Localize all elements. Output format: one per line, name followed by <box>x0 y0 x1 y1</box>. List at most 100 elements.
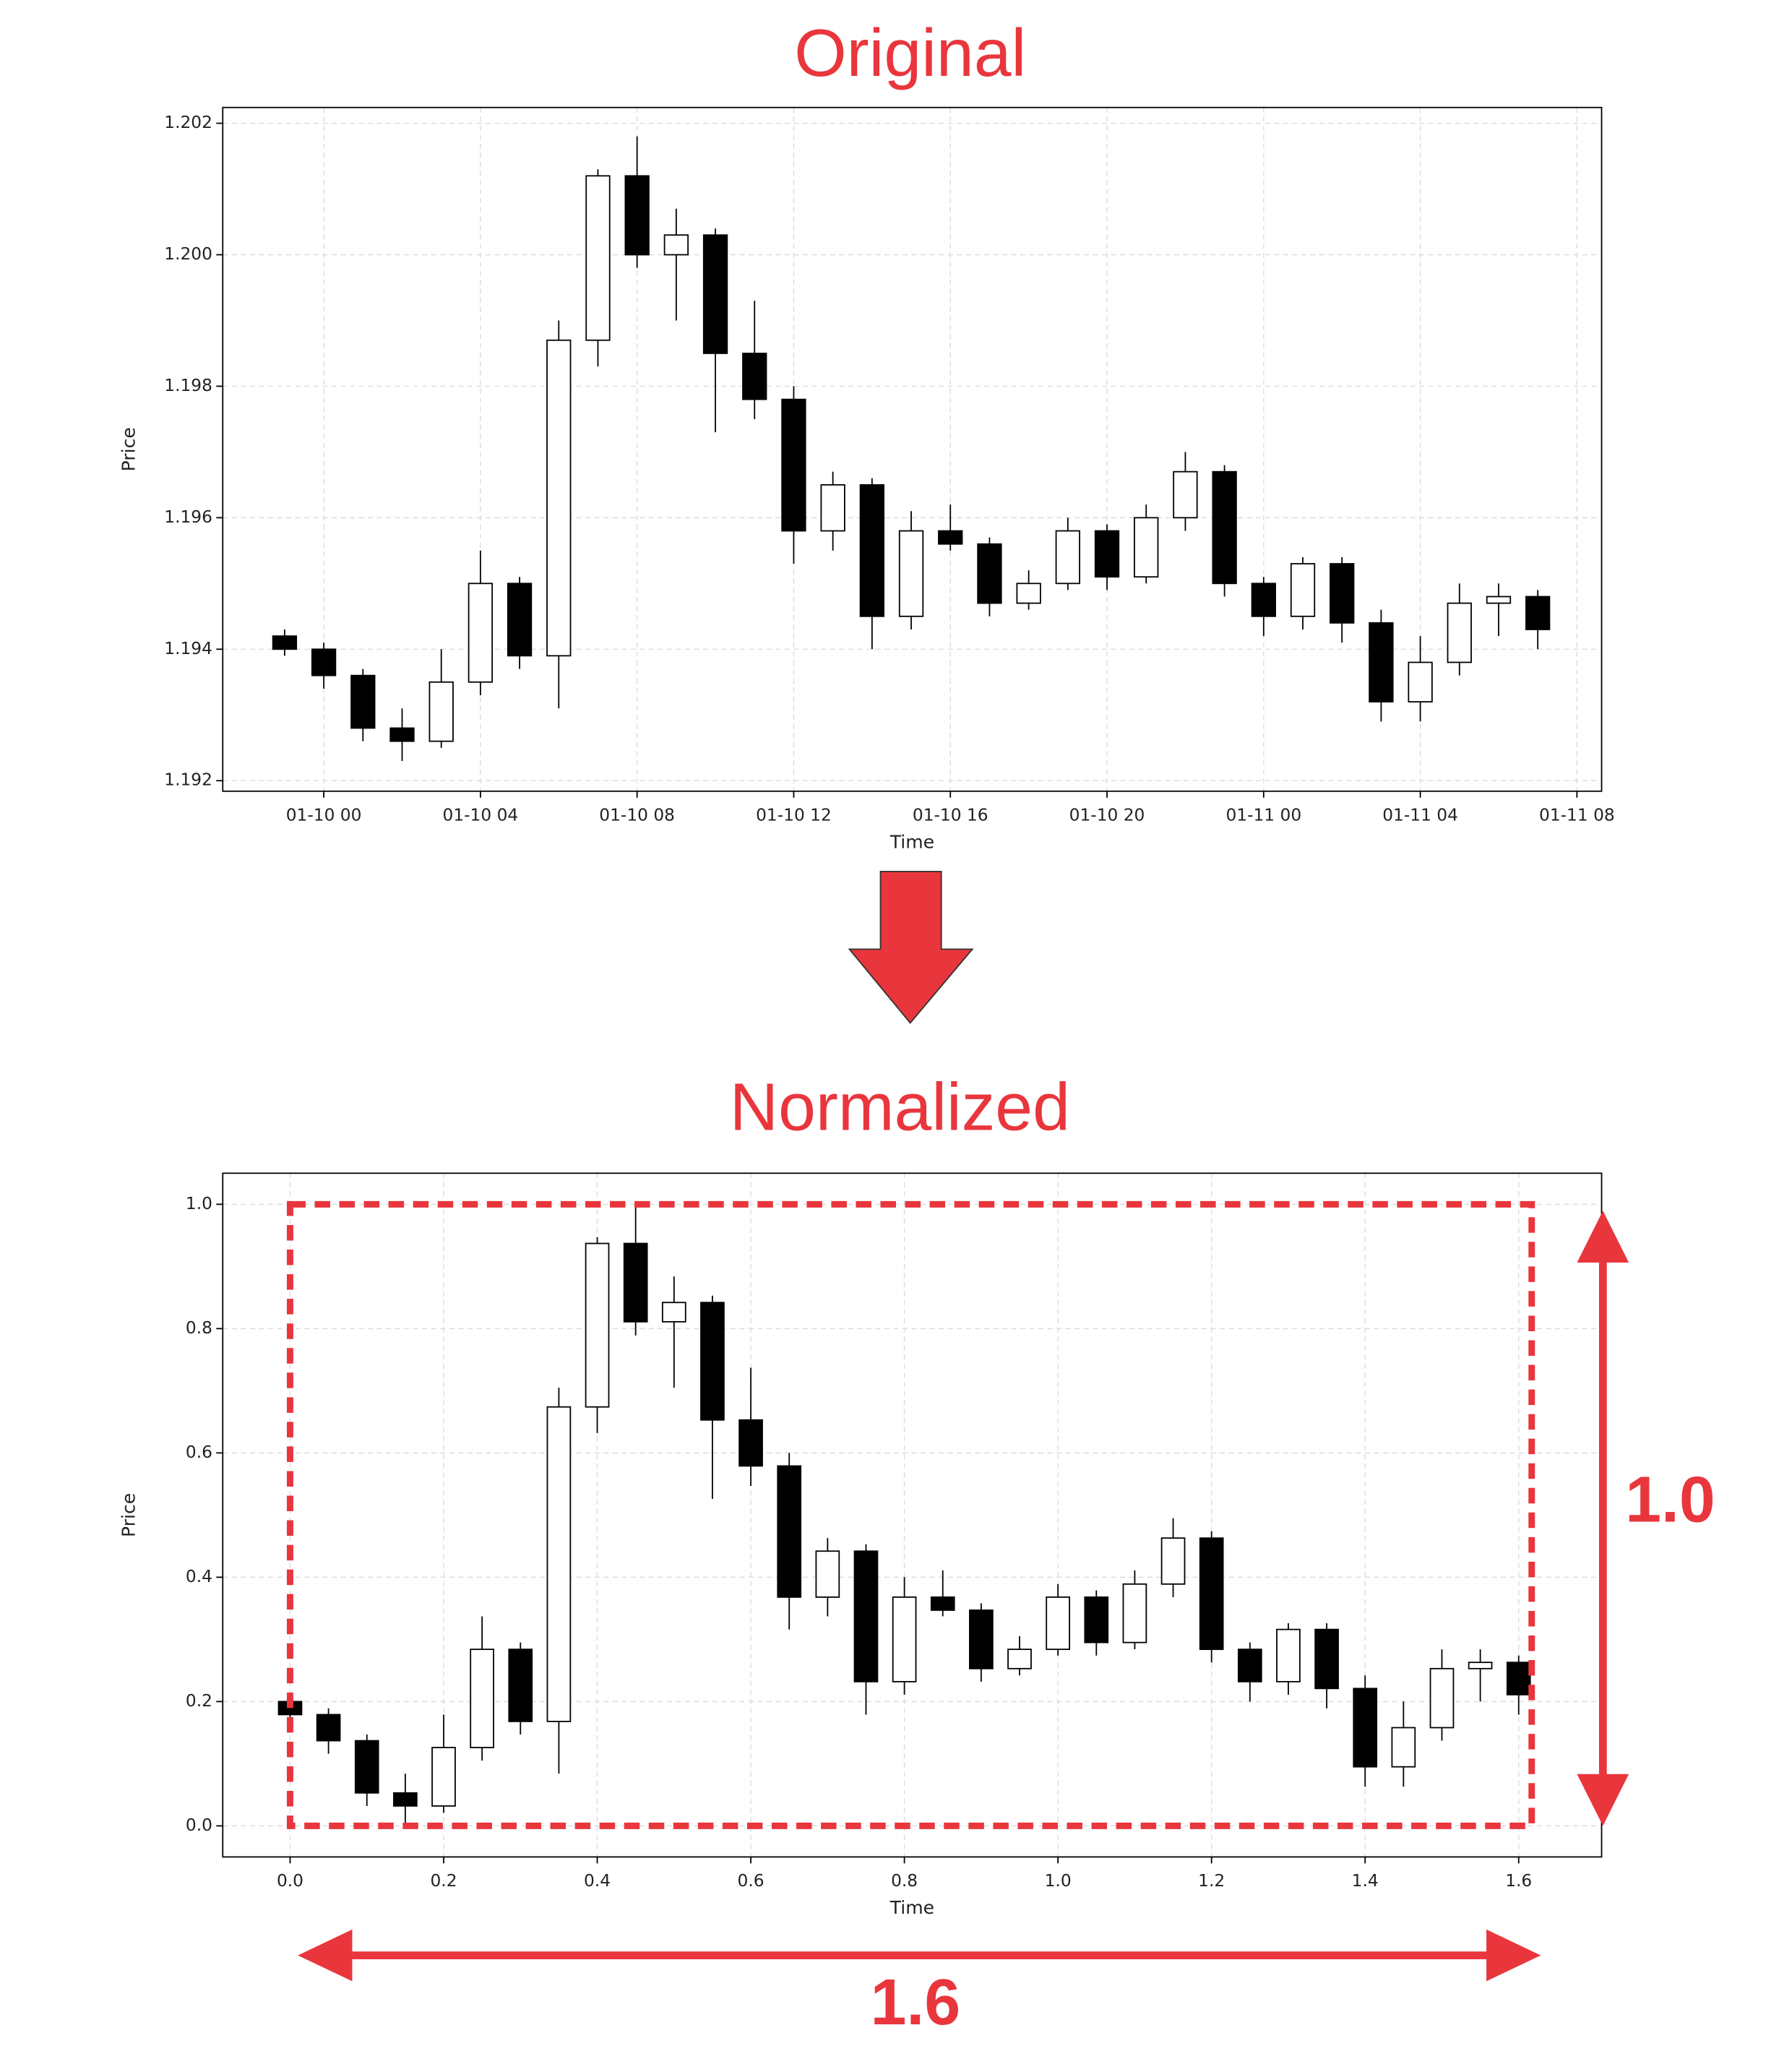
x-axis-label: Time <box>889 831 934 852</box>
x-tick-label: 1.4 <box>1352 1871 1379 1891</box>
candle-body <box>1408 661 1433 702</box>
y-axis-label: Price <box>118 1493 139 1537</box>
x-tick-label: 0.2 <box>430 1871 457 1891</box>
candle-body <box>1122 1583 1147 1643</box>
y-tick-label: 1.202 <box>164 113 212 132</box>
candle-body <box>508 1649 533 1722</box>
candle-body <box>1084 1596 1109 1643</box>
candle-body <box>1199 1537 1224 1651</box>
candle-body <box>1391 1727 1416 1768</box>
candle-body <box>1007 1649 1032 1669</box>
candle-body <box>316 1714 341 1742</box>
chart-title: Original <box>794 15 1026 90</box>
candle-body <box>1212 470 1237 585</box>
arrow-head <box>1577 1774 1629 1826</box>
candle-body <box>1353 1688 1378 1768</box>
x-tick-label: 01-11 04 <box>1382 805 1458 825</box>
candle-body <box>898 530 924 617</box>
candle-body <box>311 648 337 676</box>
y-axis-label: Price <box>118 427 139 471</box>
x-tick-label: 1.2 <box>1198 1871 1225 1891</box>
candle-body <box>1486 596 1512 604</box>
candle-body <box>1016 583 1041 604</box>
candle-body <box>1237 1649 1262 1682</box>
y-tick-label: 1.200 <box>164 244 212 264</box>
annotation: 1.0 <box>1625 1463 1715 1536</box>
candle-body <box>1447 602 1472 663</box>
candle-body <box>1369 622 1394 702</box>
y-tick-label: 1.0 <box>186 1194 212 1213</box>
chart-title: Normalized <box>730 1070 1070 1145</box>
candle-body <box>1330 563 1355 624</box>
candle-body <box>624 175 650 256</box>
candle-body <box>428 681 454 742</box>
candle-body <box>977 543 1002 604</box>
candle-body <box>431 1747 456 1807</box>
candle-body <box>546 339 572 657</box>
candle-body <box>815 1550 840 1598</box>
y-tick-label: 1.194 <box>164 639 212 658</box>
arrow-head <box>1486 1929 1541 1982</box>
x-tick-label: 0.8 <box>891 1871 918 1891</box>
candle-body <box>969 1609 994 1669</box>
candle-body <box>820 483 845 532</box>
candle-body <box>1251 583 1276 617</box>
candle-body <box>1468 1662 1493 1669</box>
y-tick-label: 0.8 <box>186 1318 212 1338</box>
candle-body <box>781 398 806 532</box>
y-tick-label: 1.198 <box>164 376 212 395</box>
candle-body <box>742 353 767 400</box>
candle-body <box>389 727 415 742</box>
candle-body <box>661 1302 686 1323</box>
x-tick-label: 01-11 08 <box>1539 805 1615 825</box>
x-tick-label: 01-10 08 <box>599 805 675 825</box>
candle-body <box>1314 1628 1339 1690</box>
candle-body <box>1134 517 1159 578</box>
candle-body <box>938 530 963 545</box>
candle-body <box>1173 470 1198 519</box>
plot-frame <box>222 106 1603 792</box>
arrow-head <box>298 1929 353 1982</box>
candle-body <box>468 583 494 683</box>
y-tick-label: 0.0 <box>186 1815 212 1835</box>
x-tick-label: 01-10 12 <box>756 805 832 825</box>
x-tick-label: 01-10 04 <box>443 805 519 825</box>
candle-body <box>1429 1667 1455 1729</box>
candle-body <box>623 1242 648 1323</box>
candle-body <box>859 483 885 617</box>
candle-body <box>1506 1662 1531 1695</box>
y-tick-label: 1.192 <box>164 770 212 790</box>
candle-body <box>393 1792 418 1807</box>
candle-body <box>585 175 611 341</box>
candle-body <box>470 1649 494 1748</box>
x-tick-label: 1.6 <box>1505 1871 1532 1891</box>
candle-body <box>1160 1537 1186 1585</box>
candle-body <box>350 674 376 729</box>
x-axis-label: Time <box>889 1897 934 1918</box>
chart: 1.192 1.194 1.196 1.198 1.200 1.202 01-10 00 01… <box>118 106 1615 852</box>
annotation: 1.6 <box>871 1966 961 2038</box>
candle-body <box>700 1302 725 1421</box>
y-tick-label: 1.196 <box>164 507 212 527</box>
candle-body <box>1290 563 1316 617</box>
candle-body <box>1276 1628 1301 1682</box>
candle-body <box>663 234 689 256</box>
candle-body <box>853 1550 879 1682</box>
candle-body <box>354 1740 379 1794</box>
candle-body <box>1525 596 1551 630</box>
x-tick-label: 1.0 <box>1045 1871 1072 1891</box>
candle-body <box>1055 530 1080 585</box>
x-tick-label: 01-10 16 <box>913 805 988 825</box>
candle-body <box>1094 530 1120 578</box>
arrow-head <box>1577 1211 1629 1263</box>
candle-body <box>272 635 298 650</box>
x-tick-label: 0.6 <box>738 1871 764 1891</box>
candle-body <box>1046 1596 1070 1651</box>
candle-body <box>738 1419 763 1467</box>
candle-body <box>546 1406 572 1722</box>
extent-box <box>286 1200 1535 1829</box>
y-tick-label: 0.4 <box>186 1567 212 1586</box>
x-tick-label: 0.0 <box>277 1871 303 1891</box>
